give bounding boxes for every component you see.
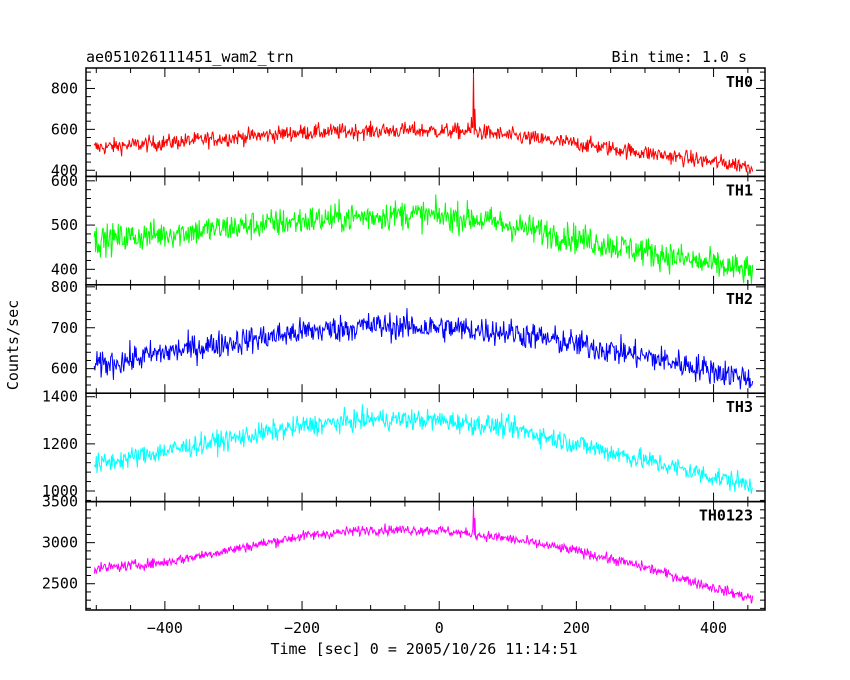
series-th3 bbox=[93, 404, 754, 494]
y-tick-label: 1400 bbox=[42, 388, 78, 406]
y-tick-label: 800 bbox=[51, 79, 78, 97]
y-tick-label: 800 bbox=[51, 278, 78, 296]
x-tick-label: 0 bbox=[435, 619, 444, 637]
x-tick-label: −400 bbox=[147, 619, 183, 637]
panel-label-th3: TH3 bbox=[726, 398, 753, 416]
x-axis-label: Time [sec] 0 = 2005/10/26 11:14:51 bbox=[270, 640, 577, 658]
y-tick-label: 600 bbox=[51, 172, 78, 190]
chart-title: ae051026111451_wam2_trn bbox=[86, 48, 294, 66]
y-tick-label: 600 bbox=[51, 120, 78, 138]
x-tick-label: −200 bbox=[284, 619, 320, 637]
y-tick-label: 3500 bbox=[42, 493, 78, 511]
series-th2 bbox=[93, 308, 754, 390]
y-tick-label: 1200 bbox=[42, 435, 78, 453]
panel-label-th2: TH2 bbox=[726, 290, 753, 308]
x-tick-label: 400 bbox=[700, 619, 727, 637]
panel-frame-th0123 bbox=[85, 500, 766, 611]
series-th1 bbox=[93, 194, 754, 284]
y-tick-label: 3000 bbox=[42, 534, 78, 552]
panel-frame-th0 bbox=[85, 67, 766, 178]
y-tick-label: 400 bbox=[51, 161, 78, 179]
bin-time-label: Bin time: 1.0 s bbox=[612, 48, 747, 66]
y-tick-label: 600 bbox=[51, 360, 78, 378]
y-tick-label: 400 bbox=[51, 260, 78, 278]
y-tick-label: 500 bbox=[51, 216, 78, 234]
panel-label-th0123: TH0123 bbox=[699, 507, 753, 525]
panel-label-th1: TH1 bbox=[726, 181, 753, 199]
y-axis-label: Counts/sec bbox=[4, 300, 22, 390]
y-tick-label: 700 bbox=[51, 319, 78, 337]
panel-frame-th3 bbox=[85, 392, 766, 503]
series-th0123 bbox=[93, 504, 754, 604]
y-tick-label: 2500 bbox=[42, 575, 78, 593]
panel-label-th0: TH0 bbox=[726, 73, 753, 91]
y-tick-label: 1000 bbox=[42, 482, 78, 500]
series-th0 bbox=[93, 70, 754, 174]
x-tick-label: 200 bbox=[563, 619, 590, 637]
